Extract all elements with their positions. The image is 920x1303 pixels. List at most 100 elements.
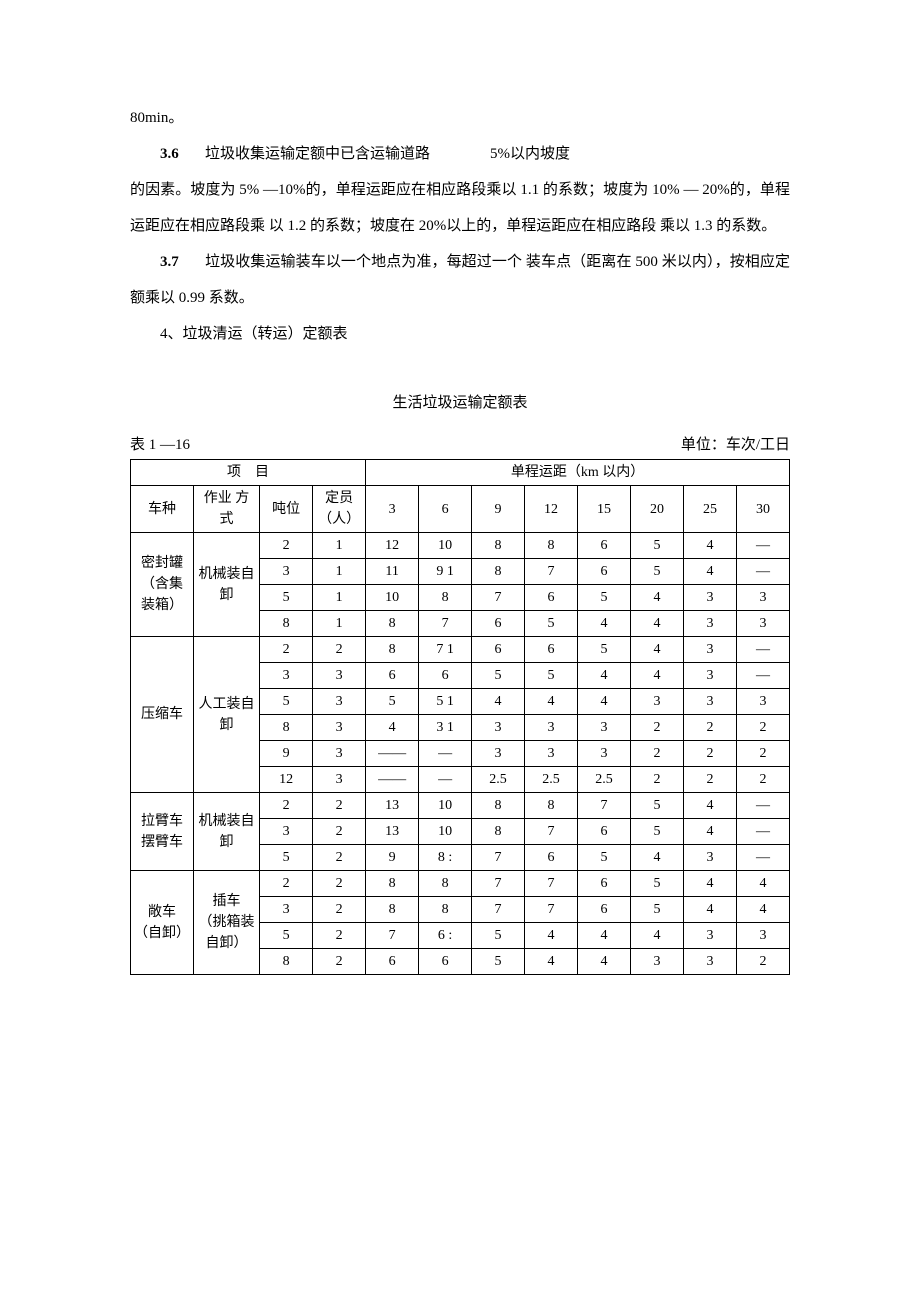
cell-crew: 2 — [313, 845, 366, 871]
cell-value: — — [419, 741, 472, 767]
text: 5%以内坡度 — [490, 146, 570, 162]
cell-value: 6 — [366, 663, 419, 689]
cell-value: 3 — [472, 715, 525, 741]
cell-crew: 3 — [313, 715, 366, 741]
cell-value: 7 — [366, 923, 419, 949]
table-caption-row: 表 1 —16 单位：车次/工日 — [130, 433, 790, 457]
cell-value: 6 : — [419, 923, 472, 949]
cell-tonnage: 8 — [260, 715, 313, 741]
cell-value: 5 — [525, 611, 578, 637]
cell-tonnage: 8 — [260, 949, 313, 975]
cell-value: 10 — [366, 585, 419, 611]
cell-value: 13 — [366, 819, 419, 845]
cell-value: 5 — [631, 897, 684, 923]
cell-value: 3 — [684, 689, 737, 715]
cell-value: 8 — [366, 611, 419, 637]
cell-value: 6 — [525, 585, 578, 611]
cell-value: 4 — [472, 689, 525, 715]
cell-value: 3 — [684, 637, 737, 663]
cell-value: 8 — [472, 533, 525, 559]
cell-value: 4 — [631, 923, 684, 949]
cell-value: 4 — [736, 897, 789, 923]
cell-crew: 3 — [313, 689, 366, 715]
cell-value: 5 — [578, 585, 631, 611]
cell-value: 5 — [631, 559, 684, 585]
cell-value: 5 — [366, 689, 419, 715]
table-header-row: 项 目 单程运距（km 以内） — [131, 460, 790, 486]
cell-value: 2 — [736, 715, 789, 741]
cell-value: — — [736, 533, 789, 559]
cell-value: 4 — [631, 585, 684, 611]
cell-value: 6 — [578, 559, 631, 585]
cell-value: 5 1 — [419, 689, 472, 715]
cell-value: 10 — [419, 819, 472, 845]
cell-value: 3 — [684, 611, 737, 637]
cell-crew: 2 — [313, 871, 366, 897]
cell-value: 8 — [525, 793, 578, 819]
cell-tonnage: 3 — [260, 819, 313, 845]
cell-value: 11 — [366, 559, 419, 585]
cell-value: 6 — [525, 637, 578, 663]
cell-value: 4 — [525, 923, 578, 949]
cell-value: 7 — [472, 897, 525, 923]
cell-value: 2.5 — [578, 767, 631, 793]
cell-value: 7 — [525, 871, 578, 897]
paragraph-3-6-cont: 的因素。坡度为 5% —10%的，单程运距应在相应路段乘以 1.1 的系数；坡度… — [130, 172, 790, 244]
cell-value: 4 — [684, 793, 737, 819]
cell-value: 2 — [736, 949, 789, 975]
cell-value: 13 — [366, 793, 419, 819]
header-dist: 6 — [419, 486, 472, 533]
cell-value: 4 — [366, 715, 419, 741]
cell-value: 4 — [631, 663, 684, 689]
cell-value: 5 — [472, 663, 525, 689]
cell-value: 4 — [631, 611, 684, 637]
header-vehicle: 车种 — [131, 486, 194, 533]
cell-value: 3 — [684, 585, 737, 611]
cell-value: 5 — [578, 637, 631, 663]
cell-value: 4 — [525, 949, 578, 975]
cell-value: 4 — [684, 871, 737, 897]
cell-tonnage: 5 — [260, 923, 313, 949]
cell-value: 3 — [684, 949, 737, 975]
cell-crew: 2 — [313, 949, 366, 975]
cell-value: 8 — [366, 871, 419, 897]
cell-tonnage: 3 — [260, 559, 313, 585]
cell-value: 3 — [631, 689, 684, 715]
cell-value: 2 — [684, 767, 737, 793]
cell-value: 3 — [684, 845, 737, 871]
cell-vehicle: 拉臂车摆臂车 — [131, 793, 194, 871]
cell-value: 8 — [366, 897, 419, 923]
cell-value: 2.5 — [472, 767, 525, 793]
text: 垃圾收集运输定额中已含运输道路 — [205, 146, 430, 162]
cell-value: 4 — [631, 637, 684, 663]
table-header-row: 车种 作业 方式 吨位 定员（人） 3 6 9 12 15 20 25 30 — [131, 486, 790, 533]
header-method: 作业 方式 — [193, 486, 259, 533]
cell-value: 3 — [684, 663, 737, 689]
cell-value: 4 — [684, 533, 737, 559]
cell-value: 3 — [736, 923, 789, 949]
quota-table: 项 目 单程运距（km 以内） 车种 作业 方式 吨位 定员（人） 3 6 9 … — [130, 459, 790, 975]
section-number: 3.6 — [160, 146, 179, 162]
cell-value: — — [736, 845, 789, 871]
cell-crew: 1 — [313, 559, 366, 585]
cell-value: 3 — [684, 923, 737, 949]
cell-value: 8 : — [419, 845, 472, 871]
cell-crew: 2 — [313, 819, 366, 845]
cell-value: 3 — [578, 741, 631, 767]
cell-value: 2 — [684, 715, 737, 741]
cell-tonnage: 3 — [260, 897, 313, 923]
cell-value: 5 — [631, 793, 684, 819]
cell-value: 2 — [631, 741, 684, 767]
cell-value: 8 — [419, 897, 472, 923]
cell-value: — — [736, 559, 789, 585]
table-body: 密封罐（含集装箱）机械装自卸21121088654—31119 187654—5… — [131, 533, 790, 975]
section-number: 3.7 — [160, 254, 179, 270]
header-dist: 3 — [366, 486, 419, 533]
cell-value: 4 — [684, 819, 737, 845]
cell-value: 9 1 — [419, 559, 472, 585]
header-dist: 9 — [472, 486, 525, 533]
header-dist: 12 — [525, 486, 578, 533]
cell-crew: 3 — [313, 767, 366, 793]
cell-value: 5 — [578, 845, 631, 871]
cell-value: 6 — [578, 897, 631, 923]
